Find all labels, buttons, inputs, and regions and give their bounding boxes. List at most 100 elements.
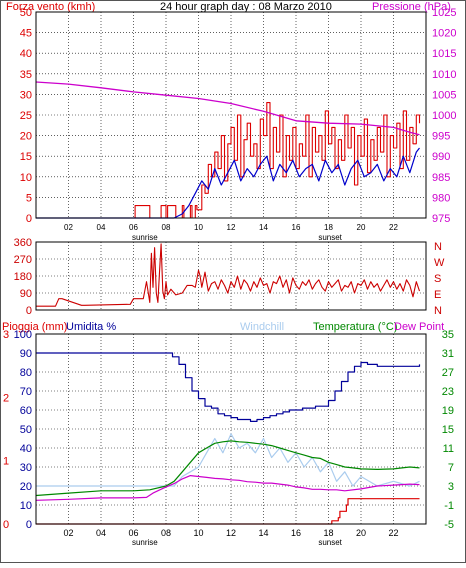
wind-tick-label: 10	[20, 172, 32, 184]
weather-sunrise-label: sunrise	[132, 538, 158, 547]
weather-x-tick-label: 02	[63, 528, 73, 538]
compass-label: W	[434, 257, 445, 269]
pressure-tick-label: 1025	[432, 7, 456, 19]
temperature-tick-label: 11	[443, 443, 454, 455]
wind-x-tick-label: 12	[227, 223, 236, 232]
weather-x-tick-label: 08	[161, 528, 171, 538]
weather-x-tick-label: 04	[96, 528, 106, 538]
temperature-tick-label: 19	[442, 405, 454, 417]
panels: 0510152025303540455097598098599099510001…	[3, 7, 456, 547]
pressure-tick-label: 1000	[432, 110, 456, 122]
weather-panel-frame	[35, 333, 427, 525]
direction-panel-frame	[35, 241, 427, 311]
temperature-legend: Temperatura (°C)	[313, 321, 397, 333]
humidity-tick-label: 10	[20, 500, 32, 512]
rain-tick-label: 1	[3, 456, 9, 468]
compass-label: S	[434, 273, 441, 285]
rain-tick-label: 2	[3, 392, 9, 404]
pressure-tick-label: 975	[432, 213, 450, 225]
direction-tick-label: 0	[26, 305, 32, 317]
compass-label: E	[434, 289, 441, 301]
humidity-tick-label: 50	[20, 424, 32, 436]
wind-tick-label: 30	[20, 89, 32, 101]
temperature-tick-label: 35	[442, 329, 454, 341]
wind-tick-label: 45	[20, 28, 32, 40]
temperature-tick-label: -1	[444, 500, 454, 512]
wind-tick-label: 20	[20, 131, 32, 143]
rain-axis-title: Pioggia (mm)	[2, 321, 67, 333]
weather-x-tick-label: 20	[356, 528, 366, 538]
wind-tick-label: 0	[26, 213, 32, 225]
temperature-tick-label: 23	[442, 386, 454, 398]
weather-x-tick-label: 18	[323, 528, 333, 538]
weather-x-tick-label: 16	[291, 528, 301, 538]
direction-tick-label: 270	[14, 254, 32, 266]
wind-x-tick-label: 18	[324, 223, 333, 232]
humidity-tick-label: 40	[20, 443, 32, 455]
dewpoint-legend: Dew Point	[394, 321, 444, 333]
direction-line	[36, 243, 421, 307]
pressure-axis-title: Pressione (hPa)	[372, 1, 451, 13]
wind-tick-label: 35	[20, 69, 32, 81]
humidity-tick-label: 20	[20, 481, 32, 493]
wind-tick-label: 5	[26, 192, 32, 204]
wind-tick-label: 40	[20, 48, 32, 60]
humidity-tick-label: 0	[26, 519, 32, 531]
direction-tick-label: 90	[20, 288, 32, 300]
humidity-tick-label: 60	[20, 405, 32, 417]
humidity-tick-label: 80	[20, 367, 32, 379]
temperature-tick-label: 7	[448, 462, 454, 474]
pressure-tick-label: 1020	[432, 28, 456, 40]
wind-sunset-label: sunset	[318, 233, 342, 242]
wind-x-tick-label: 02	[64, 223, 73, 232]
humidity-tick-label: 90	[20, 348, 32, 360]
weather-x-tick-label: 22	[388, 528, 398, 538]
wind-panel-frame	[35, 11, 427, 219]
weather-x-tick-label: 06	[128, 528, 138, 538]
average-wind-line	[36, 147, 420, 219]
wind-tick-label: 50	[20, 7, 32, 19]
pressure-tick-label: 1010	[432, 69, 456, 81]
direction-tick-label: 360	[14, 237, 32, 249]
wind-x-tick-label: 22	[389, 223, 398, 232]
humidity-line	[36, 352, 421, 422]
wind-x-tick-label: 10	[194, 223, 203, 232]
wind-x-tick-label: 04	[97, 223, 106, 232]
pressure-tick-label: 995	[432, 131, 450, 143]
windchill-legend: Windchill	[240, 321, 284, 333]
humidity-tick-label: 30	[20, 462, 32, 474]
pressure-tick-label: 1005	[432, 89, 456, 101]
weather-x-tick-label: 10	[193, 528, 203, 538]
pressure-tick-label: 1015	[432, 48, 456, 60]
humidity-axis-title: Umidita %	[66, 321, 116, 333]
weather-x-tick-label: 12	[226, 528, 236, 538]
page-title: 24 hour graph day : 08 Marzo 2010	[160, 1, 332, 13]
wind-tick-label: 25	[20, 110, 32, 122]
temperature-tick-label: 31	[442, 348, 454, 360]
wind-sunrise-label: sunrise	[132, 233, 158, 242]
wind-x-tick-label: 20	[357, 223, 366, 232]
pressure-tick-label: 990	[432, 151, 450, 163]
rain-tick-label: 3	[3, 329, 9, 341]
wind-tick-label: 15	[20, 151, 32, 163]
weather-x-tick-label: 14	[258, 528, 268, 538]
temperature-tick-label: 27	[442, 367, 454, 379]
wind-x-tick-label: 14	[259, 223, 268, 232]
gust-line	[36, 102, 421, 219]
pressure-tick-label: 980	[432, 192, 450, 204]
humidity-tick-label: 70	[20, 386, 32, 398]
dewpoint-line	[35, 475, 420, 501]
weather-sunset-label: sunset	[318, 538, 342, 547]
humidity-tick-label: 100	[14, 329, 32, 341]
temperature-tick-label: -5	[444, 519, 454, 531]
direction-tick-label: 180	[14, 271, 32, 283]
pressure-tick-label: 985	[432, 172, 450, 184]
wind-axis-title: Forza vento (kmh)	[6, 1, 95, 13]
wind-x-tick-label: 16	[292, 223, 301, 232]
wind-x-tick-label: 06	[129, 223, 138, 232]
compass-label: N	[434, 305, 442, 317]
wind-x-tick-label: 08	[162, 223, 171, 232]
temperature-line	[35, 440, 420, 497]
